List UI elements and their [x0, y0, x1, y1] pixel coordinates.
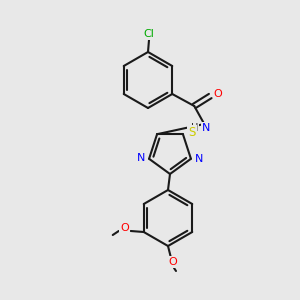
Text: O: O [120, 223, 129, 233]
Text: H: H [190, 123, 198, 133]
Text: O: O [169, 257, 177, 267]
Text: N: N [202, 123, 210, 133]
Text: O: O [214, 89, 223, 99]
Text: N: N [195, 154, 203, 164]
Text: Cl: Cl [144, 29, 154, 39]
Text: N: N [137, 153, 145, 163]
Text: S: S [188, 126, 196, 139]
